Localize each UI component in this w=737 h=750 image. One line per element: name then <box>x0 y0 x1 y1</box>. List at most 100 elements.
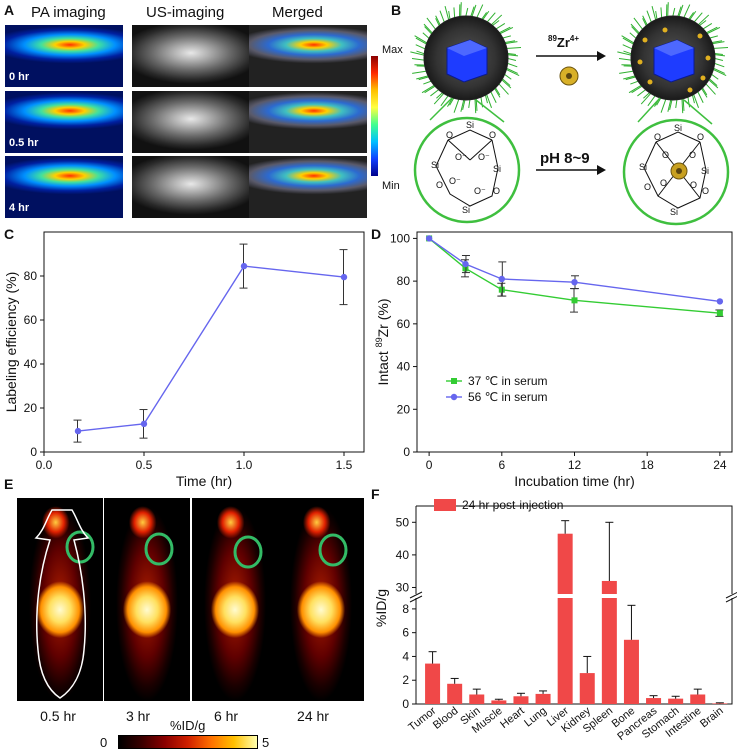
nanoparticle-before <box>410 2 522 114</box>
si-label: Si <box>462 205 470 215</box>
y-tick-label: 8 <box>402 602 409 616</box>
peg-chain <box>704 26 718 34</box>
peg-chain <box>711 67 725 74</box>
peg-chain <box>656 96 663 106</box>
o-label: O <box>654 132 661 142</box>
peg-chain <box>622 37 636 46</box>
pet-time-label: 0.5 hr <box>40 708 76 724</box>
peg-chain <box>490 20 500 28</box>
y-tick-label: 80 <box>24 269 38 283</box>
peg-chain <box>630 23 642 35</box>
x-tick-label: 12 <box>568 458 582 472</box>
peg-chain <box>453 97 460 113</box>
ph-condition-label: pH 8~9 <box>540 150 590 167</box>
peg-chain <box>640 91 653 105</box>
peg-chain <box>701 85 708 96</box>
peg-chain <box>677 4 684 19</box>
peg-chain <box>480 95 484 108</box>
colorbar-max-label: Max <box>382 44 403 56</box>
bar-break <box>556 594 574 598</box>
x-axis-label: Incubation time (hr) <box>514 473 635 489</box>
data-point <box>716 310 723 317</box>
o-label: O <box>690 180 697 190</box>
o-label: O <box>702 186 709 196</box>
peg-chain <box>682 96 685 111</box>
peg-chain <box>712 57 724 61</box>
peg-chain <box>462 97 466 111</box>
x-tick-label: Kidney <box>559 705 593 735</box>
data-point <box>716 298 724 305</box>
pet-time-label: 6 hr <box>213 708 239 724</box>
axis-break-gap <box>410 594 422 598</box>
peg-chain <box>423 23 435 35</box>
peg-chain <box>671 7 676 19</box>
peg-chain <box>505 53 519 57</box>
bar <box>623 639 639 704</box>
peg-chain <box>474 96 477 114</box>
pet-mouse-image <box>192 498 278 701</box>
pet-unit-label: %ID/g <box>170 718 206 733</box>
peg-chain <box>500 35 511 40</box>
peg-chain <box>500 77 511 86</box>
zr-mass-number: 89 <box>548 34 557 43</box>
peg-chain <box>494 85 501 96</box>
panel-f-label: F <box>371 486 380 502</box>
o-label: O <box>436 180 443 190</box>
peg-chain <box>447 95 455 107</box>
peg-chain <box>622 44 635 51</box>
data-point <box>571 297 578 304</box>
peg-chain <box>453 7 456 20</box>
peg-chain <box>696 89 704 103</box>
legend-label: 56 ℃ in serum <box>468 390 548 404</box>
peg-chain <box>497 26 511 34</box>
x-tick-label: 0.5 <box>136 458 153 472</box>
peg-chain <box>692 92 700 109</box>
peg-chain <box>623 50 634 55</box>
o-minus-label: O⁻ <box>474 186 486 196</box>
x-tick-label: 18 <box>641 458 655 472</box>
bar <box>690 694 706 704</box>
pet-mouse-image <box>278 498 364 701</box>
bar <box>425 663 441 704</box>
y-axis-label: Intact 89Zr (%) <box>374 298 391 385</box>
data-point <box>426 235 433 242</box>
peg-chain <box>410 51 427 57</box>
panel-c-label: C <box>4 226 15 242</box>
peg-chain <box>411 58 427 61</box>
peg-chain <box>697 20 707 28</box>
peg-chain <box>503 41 518 45</box>
peg-chain <box>504 68 520 77</box>
peg-chain <box>642 15 649 27</box>
peg-chain <box>470 4 477 19</box>
peg-chain <box>412 70 429 74</box>
peg-chain <box>633 17 645 32</box>
peg-chain <box>485 92 493 109</box>
peg-chain <box>625 75 638 81</box>
si-label: Si <box>670 207 678 217</box>
peg-chain <box>481 10 490 22</box>
pet-time-label: 3 hr <box>125 708 151 724</box>
panel-a-tile <box>249 25 367 87</box>
o-label: O <box>489 130 496 140</box>
peg-chain <box>489 89 497 103</box>
bar <box>513 696 529 704</box>
peg-chain <box>424 26 434 36</box>
peg-chain <box>647 94 657 107</box>
peg-chain <box>707 77 718 86</box>
peg-chain <box>709 72 719 80</box>
data-point <box>498 286 505 293</box>
o-label: O <box>697 132 704 142</box>
y-tick-label: 60 <box>397 317 411 331</box>
pet-colorbar <box>118 735 258 749</box>
pa-intensity-colorbar <box>371 56 378 176</box>
x-tick-label: Intestine <box>663 705 703 740</box>
peg-chain <box>707 78 719 89</box>
peg-chain <box>687 95 691 108</box>
x-tick-label: Spleen <box>581 705 615 736</box>
plot-frame <box>415 505 733 705</box>
bar <box>557 533 573 704</box>
pet-scale-max: 5 <box>262 735 270 750</box>
x-tick-label: Bone <box>610 705 638 730</box>
peg-chain <box>681 96 684 114</box>
y-tick-label: 40 <box>24 357 38 371</box>
